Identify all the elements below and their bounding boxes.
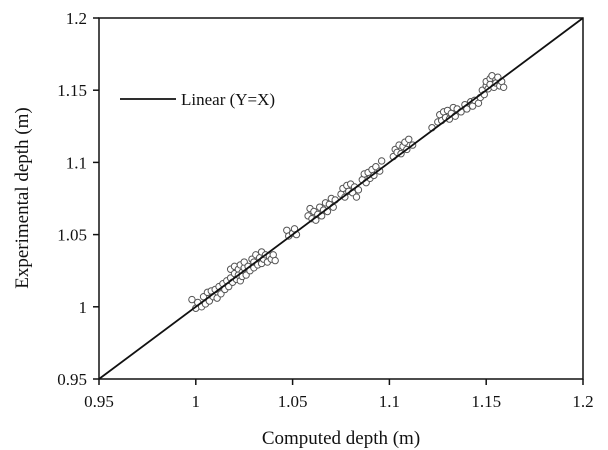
x-axis-title: Computed depth (m) (262, 428, 420, 449)
y-axis-title: Experimental depth (m) (12, 107, 33, 289)
y-tick-label: 1.15 (57, 81, 87, 100)
y-tick-label: 0.95 (57, 370, 87, 389)
x-ticks: 0.95 1 1.05 1.1 1.15 1.2 (84, 379, 594, 411)
y-tick-label: 1 (79, 298, 88, 317)
x-tick-label: 1 (192, 392, 201, 411)
data-point (463, 105, 471, 113)
legend-label: Linear (Y=X) (181, 90, 275, 109)
x-tick-label: 1.05 (278, 392, 308, 411)
data-point (271, 256, 279, 265)
x-tick-label: 1.15 (471, 392, 501, 411)
fit-line (98, 17, 584, 380)
data-point (499, 83, 508, 92)
legend: Linear (Y=X) (120, 90, 275, 109)
plot-area (98, 17, 584, 380)
data-point (188, 295, 196, 304)
data-point (377, 157, 386, 165)
plot-frame (98, 17, 584, 380)
x-tick-label: 1.1 (379, 392, 400, 411)
y-tick-label: 1.05 (57, 226, 87, 245)
y-ticks: 0.95 1 1.05 1.1 1.15 1.2 (57, 9, 99, 389)
y-tick-label: 1.1 (66, 153, 87, 172)
data-point (354, 186, 363, 194)
data-point (352, 193, 361, 201)
points-layer (188, 72, 508, 312)
data-point (405, 135, 413, 143)
x-tick-label: 0.95 (84, 392, 114, 411)
x-tick-label: 1.2 (572, 392, 593, 411)
y-tick-label: 1.2 (66, 9, 87, 28)
